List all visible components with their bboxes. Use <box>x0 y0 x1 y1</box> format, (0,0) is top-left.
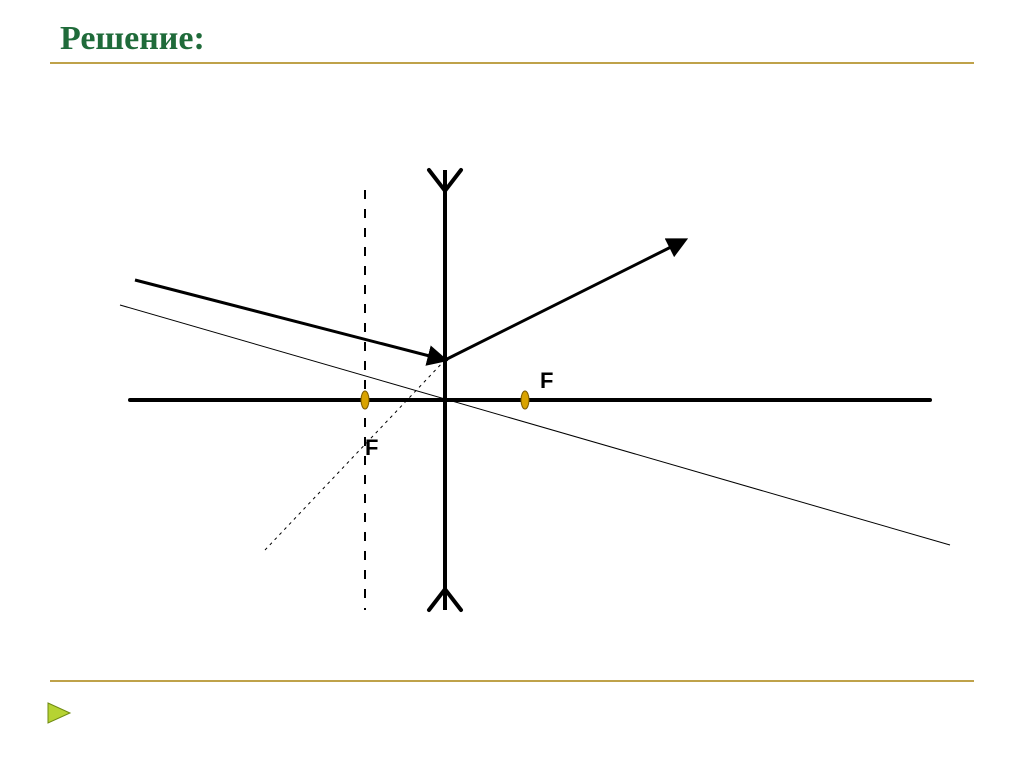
next-slide-button[interactable] <box>45 700 73 731</box>
optics-diagram <box>50 70 974 670</box>
diagram-container <box>50 70 974 670</box>
focal-label-left: F <box>365 435 378 461</box>
bottom-rule <box>50 680 974 682</box>
title-rule <box>50 62 974 64</box>
focal-label-right: F <box>540 368 553 394</box>
slide: Решение: F F <box>50 10 974 730</box>
page-title: Решение: <box>60 20 205 58</box>
